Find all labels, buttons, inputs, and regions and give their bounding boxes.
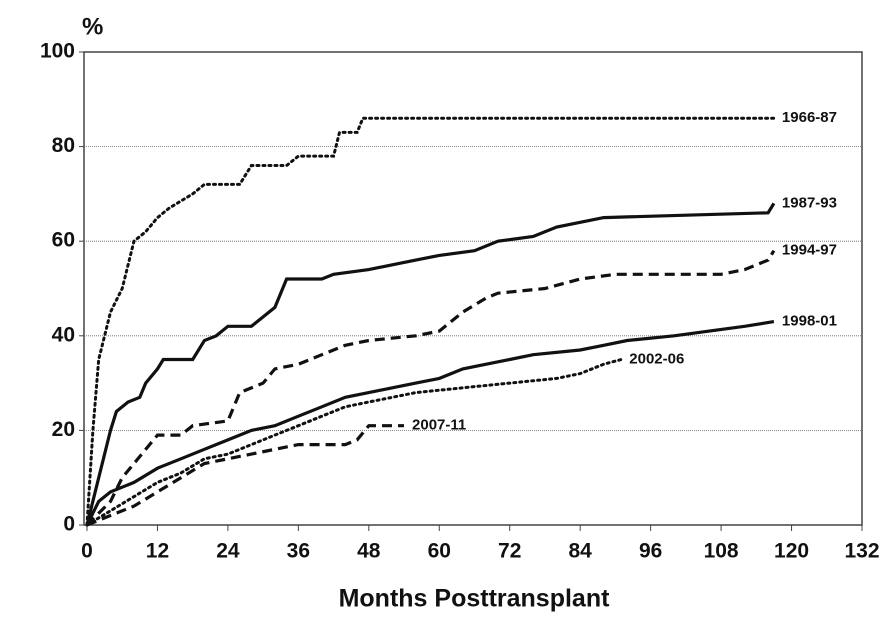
x-tick-label: 12 bbox=[146, 540, 169, 563]
series-line bbox=[85, 358, 623, 527]
series-label: 2002-06 bbox=[629, 350, 684, 367]
series-label: 1966-87 bbox=[782, 109, 837, 126]
x-tick-label: 108 bbox=[704, 540, 739, 563]
x-tick-label: 0 bbox=[81, 540, 93, 563]
y-axis-title: % bbox=[82, 13, 103, 40]
series-line bbox=[85, 202, 776, 526]
x-tick-label: 84 bbox=[569, 540, 593, 563]
x-tick-label: 120 bbox=[774, 540, 809, 563]
y-tick-label: 0 bbox=[63, 513, 75, 536]
series-line bbox=[85, 320, 775, 526]
x-tick-label: 48 bbox=[357, 540, 381, 563]
series-label: 1987-93 bbox=[782, 194, 837, 211]
y-tick-label: 100 bbox=[40, 40, 75, 63]
y-tick-label: 60 bbox=[52, 229, 75, 252]
series-label: 2007-11 bbox=[412, 417, 466, 434]
plot-area bbox=[83, 51, 863, 526]
series-label: 1994-97 bbox=[782, 242, 837, 259]
x-tick-label: 96 bbox=[639, 540, 662, 563]
x-tick-label: 60 bbox=[428, 540, 451, 563]
x-tick-label: 72 bbox=[498, 540, 521, 563]
x-tick-label: 132 bbox=[844, 540, 879, 563]
series-line bbox=[86, 424, 404, 527]
x-axis-title: Months Posttransplant bbox=[339, 585, 611, 613]
series-label: 1998-01 bbox=[782, 313, 837, 330]
y-tick-label: 20 bbox=[52, 418, 75, 441]
x-tick-label: 36 bbox=[287, 540, 310, 563]
y-tick-label: 80 bbox=[52, 134, 75, 157]
y-tick-label: 40 bbox=[52, 323, 75, 346]
x-tick-label: 24 bbox=[216, 540, 240, 563]
series-line bbox=[85, 116, 776, 527]
series-line bbox=[85, 249, 776, 527]
